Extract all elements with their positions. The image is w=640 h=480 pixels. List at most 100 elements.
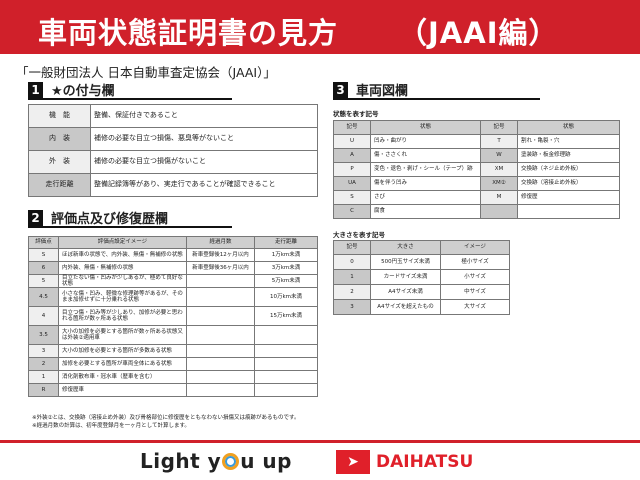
column-header: 走行距離	[254, 236, 318, 249]
slogan-text: Light y	[140, 449, 222, 473]
section1-heading: 1 ★の付与欄	[28, 81, 232, 100]
table-cell: 0	[333, 254, 371, 270]
table-cell: 500円玉サイズ未満	[370, 254, 441, 270]
table-row: 外 装補修の必要な目立つ損傷がないこと	[28, 150, 318, 174]
section3-heading: 3 車両図欄	[333, 81, 540, 100]
table-cell: 小さな傷・凹み、軽微な修理跡等があるが、そのまま加修せずに十分乗れる状態	[58, 287, 187, 308]
page-header: 車両状態証明書の見方 （JAAI編）	[0, 0, 640, 54]
table-cell: 1	[333, 269, 371, 285]
table-cell	[254, 383, 318, 398]
table-header-row: 評価点 評価点設定イメージ 経過月数 走行距離	[28, 236, 318, 249]
table-row: U 凹み・曲がり T 割れ・亀裂・穴	[333, 134, 620, 149]
table-cell: 1万km未満	[254, 248, 318, 262]
section-title: 車両図欄	[356, 84, 409, 99]
table-row: UA 傷を伴う凹み XM② 交換跡（溶接止め外板）	[333, 176, 620, 191]
table-cell	[254, 344, 318, 359]
table-cell: 整備、保証付きであること	[90, 104, 318, 128]
table-cell: 大サイズ	[440, 299, 510, 315]
table-cell	[254, 357, 318, 372]
table-cell: 走行距離	[28, 173, 91, 197]
table-row: 内 装補修の必要な目立つ損傷、悪臭等がないこと	[28, 127, 318, 151]
table-row: C 腐食	[333, 204, 620, 219]
table-row: P 変色・退色・剥げ・シール（テープ）跡 XM 交換跡（ネジ止め外板）	[333, 162, 620, 177]
table-cell: 傷を伴う凹み	[370, 176, 481, 191]
column-header: 記号	[333, 240, 371, 255]
slogan-logo: Light y u up	[140, 449, 292, 473]
table-cell	[186, 325, 255, 346]
table-row: 3 A4サイズを超えたもの 大サイズ	[333, 299, 510, 315]
table-cell: 腐食	[370, 204, 481, 219]
table-cell: S	[28, 248, 59, 262]
table-cell: 3万km未満	[254, 261, 318, 275]
column-header: 評価点設定イメージ	[58, 236, 187, 249]
table-cell: 外 装	[28, 150, 91, 174]
table-cell: P	[333, 162, 371, 177]
table-cell: 割れ・亀裂・穴	[517, 134, 620, 149]
table-row: 1 カードサイズ未満 小サイズ	[333, 269, 510, 285]
table-cell: A4サイズ未満	[370, 284, 441, 300]
section2-heading: 2 評価点及び修復歴欄	[28, 209, 232, 228]
table-cell: 3	[28, 344, 59, 359]
brand-name: DAIHATSU	[376, 452, 474, 472]
section-number: 3	[333, 81, 348, 98]
table-cell: 6	[28, 261, 59, 275]
state-symbol-table: 記号 状態 記号 状態 U 凹み・曲がり T 割れ・亀裂・穴 A 傷・ささくれ W 塗装跡・板金修理跡…	[333, 120, 620, 219]
table-cell	[186, 273, 255, 289]
table-cell: 目立つ傷・凹み等が少しあり、加修が必要と思われる箇所が数ヶ所ある状態	[58, 306, 187, 327]
table-cell: S	[333, 190, 371, 205]
section-title: 評価点及び修復歴欄	[51, 212, 169, 227]
table-cell	[186, 306, 255, 327]
table-cell	[480, 204, 518, 219]
table-row: 走行距離 整備記録簿等があり、実走行であることが確認できること	[28, 173, 318, 197]
column-header: 大きさ	[370, 240, 441, 255]
table-cell: 補修の必要な目立つ損傷がないこと	[90, 150, 318, 174]
table-cell	[186, 357, 255, 372]
table-cell: 凹み・曲がり	[370, 134, 481, 149]
table-row: R 修復歴車	[28, 383, 318, 398]
table-row: 3.5 大小の加修を必要とする箇所が数ヶ所ある状態又は外装②適用車	[28, 325, 318, 346]
footnotes: ※外装②とは、交換跡（溶接止め外装）及び骨格部位に修復歴をともなわない損傷又は痕…	[32, 414, 300, 430]
table-cell	[254, 325, 318, 346]
table-cell: 極小サイズ	[440, 254, 510, 270]
table-row: 5 目立たない傷・凹みが少しあるが、極めて良好な状態 5万km未満	[28, 273, 318, 289]
section-number: 1	[28, 81, 43, 98]
table-row: 機 能整備、保証付きであること	[28, 104, 318, 128]
divider	[0, 440, 640, 443]
table-cell: A4サイズを超えたもの	[370, 299, 441, 315]
table-cell: 3	[333, 299, 371, 315]
section-title: ★の付与欄	[51, 84, 115, 99]
table-cell: 4	[28, 306, 59, 327]
table-cell: 10万km未満	[254, 287, 318, 308]
table-cell: さび	[370, 190, 481, 205]
table-cell	[186, 344, 255, 359]
table-row: A 傷・ささくれ W 塗装跡・板金修理跡	[333, 148, 620, 163]
table-cell: 小サイズ	[440, 269, 510, 285]
table-row: 4.5 小さな傷・凹み、軽微な修理跡等があるが、そのまま加修せずに十分乗れる状態 1…	[28, 287, 318, 308]
table-cell: 内外装、無傷・無補修の状態	[58, 261, 187, 275]
grade-table: 評価点 評価点設定イメージ 経過月数 走行距離 S ほぼ新車の状態で、内外装、無傷・無補修…	[28, 236, 318, 398]
table-cell: T	[480, 134, 518, 149]
table-row: S ほぼ新車の状態で、内外装、無傷・無補修の状態 新車登録後12ヶ月以内 1万km未満	[28, 248, 318, 262]
table-cell	[186, 287, 255, 308]
column-header: 記号	[333, 120, 371, 135]
table-cell	[517, 204, 620, 219]
table-cell: 2	[333, 284, 371, 300]
table-row: 0 500円玉サイズ未満 極小サイズ	[333, 254, 510, 270]
table-cell: 傷・ささくれ	[370, 148, 481, 163]
table-cell: 大小の加修を必要とする箇所が多数ある状態	[58, 344, 187, 359]
table-cell	[186, 383, 255, 398]
page-title-suffix: （JAAI編）	[398, 16, 559, 50]
table-row: 4 目立つ傷・凹み等が少しあり、加修が必要と思われる箇所が数ヶ所ある状態 15万km…	[28, 306, 318, 327]
table-row: 2 A4サイズ未満 中サイズ	[333, 284, 510, 300]
table-cell	[186, 370, 255, 385]
column-header: 評価点	[28, 236, 59, 249]
table-cell: UA	[333, 176, 371, 191]
state-symbols-label: 状態を表す記号	[333, 110, 379, 118]
daihatsu-emblem-icon: ➤	[336, 450, 370, 474]
column-header: 状態	[517, 120, 620, 135]
table-cell: 交換跡（溶接止め外板）	[517, 176, 620, 191]
table-cell: W	[480, 148, 518, 163]
table-cell: 加修を必要とする箇所が車両全体にある状態	[58, 357, 187, 372]
table-row: 3 大小の加修を必要とする箇所が多数ある状態	[28, 344, 318, 359]
table-cell: 内 装	[28, 127, 91, 151]
